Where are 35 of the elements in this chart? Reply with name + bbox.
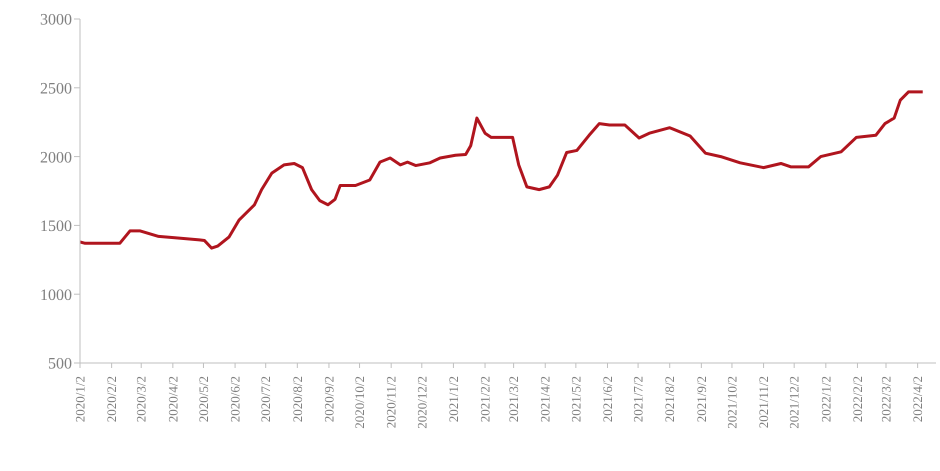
y-tick-label: 500: [48, 356, 72, 373]
x-tick-label: 2020/11/2: [384, 376, 399, 428]
x-tick-label: 2021/5/2: [568, 376, 584, 422]
x-tick-label: 2021/9/2: [694, 376, 709, 422]
x-tick-label: 2020/2/2: [104, 376, 120, 422]
x-tick-label: 2020/6/2: [228, 376, 243, 422]
y-tick-label: 1000: [40, 286, 72, 304]
y-tick-label: 2000: [40, 149, 72, 166]
line-series: [80, 90, 924, 250]
x-tick-label: 2021/7/2: [630, 376, 646, 422]
x-tick-label: 2020/4/2: [165, 376, 180, 422]
x-tick-label: 2022/4/2: [910, 376, 926, 422]
x-tick-label: 2021/1/2: [446, 376, 461, 422]
y-tick-label: 1500: [40, 218, 72, 236]
x-tick-label: 2022/3/2: [878, 376, 894, 422]
x-tick-label: 2020/8/2: [290, 376, 305, 422]
y-tick-label: 3000: [40, 12, 72, 29]
x-tick-label: 2021/4/2: [538, 376, 553, 422]
x-tick-label: 2021/12/2: [786, 376, 802, 429]
x-tick-label: 2021/10/2: [724, 376, 740, 429]
x-tick-label: 2020/10/2: [352, 376, 368, 429]
x-tick-label: 2021/2/2: [478, 376, 493, 422]
x-tick-label: 2021/8/2: [662, 376, 678, 422]
x-tick-label: 2020/5/2: [196, 376, 211, 422]
x-tick-label: 2020/12/2: [414, 376, 430, 429]
x-tick-label: 2022/1/2: [818, 376, 834, 422]
x-tick-label: 2021/11/2: [756, 376, 772, 428]
x-tick-label: 2020/3/2: [134, 376, 149, 422]
x-tick-label: 2020/1/2: [72, 376, 88, 422]
x-tick-label: 2020/7/2: [258, 376, 274, 422]
x-tick-label: 2022/2/2: [850, 376, 865, 422]
x-tick-label: 2021/6/2: [600, 376, 615, 422]
x-tick-label: 2020/9/2: [321, 376, 336, 422]
x-tick-label: 2021/3/2: [506, 376, 522, 422]
y-tick-label: 2500: [40, 80, 72, 98]
